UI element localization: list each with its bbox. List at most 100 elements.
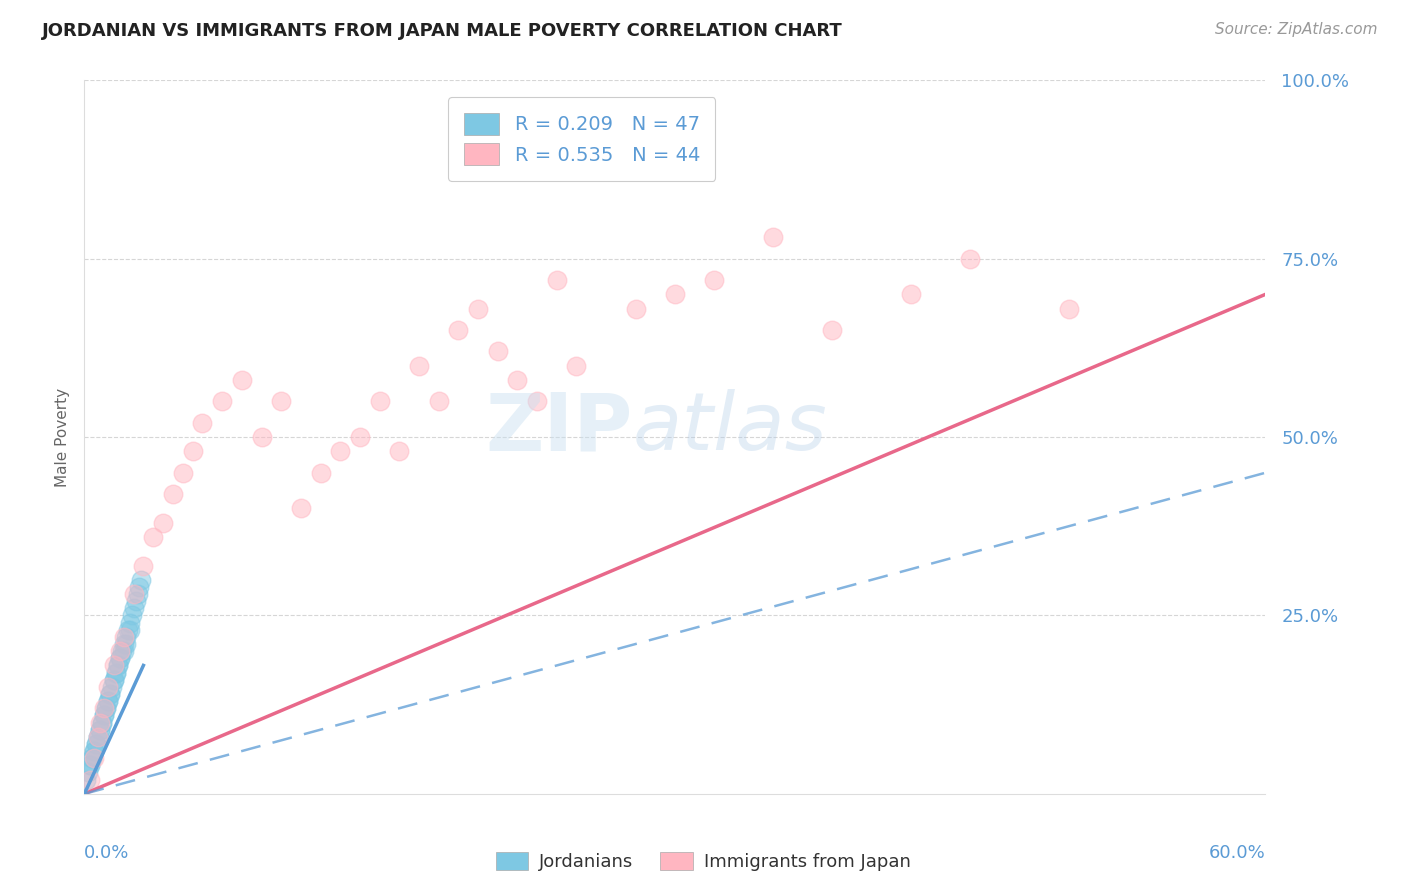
Point — [112, 637, 135, 651]
Point — [447, 323, 470, 337]
Point — [114, 637, 136, 651]
Point — [101, 680, 124, 694]
Point — [624, 301, 647, 316]
Text: atlas: atlas — [633, 389, 828, 467]
Point — [98, 687, 121, 701]
Point — [408, 359, 430, 373]
Point — [1057, 301, 1080, 316]
Point — [121, 608, 143, 623]
Point — [108, 651, 131, 665]
Point — [91, 715, 114, 730]
Point — [108, 644, 131, 658]
Point — [128, 580, 150, 594]
Point — [97, 694, 120, 708]
Point — [427, 394, 450, 409]
Point — [270, 394, 292, 409]
Point — [111, 644, 134, 658]
Point — [94, 701, 117, 715]
Point — [118, 623, 141, 637]
Y-axis label: Male Poverty: Male Poverty — [55, 387, 70, 487]
Point — [75, 772, 97, 787]
Point — [82, 751, 104, 765]
Point — [83, 751, 105, 765]
Text: 0.0%: 0.0% — [84, 844, 129, 862]
Point — [250, 430, 273, 444]
Point — [546, 273, 568, 287]
Point — [122, 587, 145, 601]
Point — [112, 630, 135, 644]
Point — [98, 687, 121, 701]
Point — [103, 673, 125, 687]
Point — [821, 323, 844, 337]
Point — [79, 772, 101, 787]
Point — [77, 765, 100, 780]
Point — [118, 615, 141, 630]
Point — [89, 715, 111, 730]
Point — [142, 530, 165, 544]
Point — [467, 301, 489, 316]
Point — [79, 758, 101, 772]
Point — [104, 665, 127, 680]
Point — [172, 466, 194, 480]
Point — [94, 701, 117, 715]
Point — [114, 630, 136, 644]
Point — [526, 394, 548, 409]
Point — [152, 516, 174, 530]
Point — [388, 444, 411, 458]
Point — [506, 373, 529, 387]
Point — [103, 658, 125, 673]
Point — [79, 758, 101, 772]
Point — [762, 230, 785, 244]
Point — [84, 737, 107, 751]
Point — [117, 623, 139, 637]
Point — [97, 680, 120, 694]
Text: 60.0%: 60.0% — [1209, 844, 1265, 862]
Point — [93, 708, 115, 723]
Point — [329, 444, 352, 458]
Legend: R = 0.209   N = 47, R = 0.535   N = 44: R = 0.209 N = 47, R = 0.535 N = 44 — [449, 97, 716, 181]
Point — [349, 430, 371, 444]
Point — [127, 587, 149, 601]
Point — [112, 644, 135, 658]
Point — [97, 694, 120, 708]
Point — [83, 744, 105, 758]
Point — [191, 416, 214, 430]
Point — [181, 444, 204, 458]
Point — [703, 273, 725, 287]
Point — [162, 487, 184, 501]
Point — [231, 373, 253, 387]
Point — [83, 744, 105, 758]
Point — [368, 394, 391, 409]
Point — [87, 730, 110, 744]
Point — [900, 287, 922, 301]
Text: ZIP: ZIP — [485, 389, 633, 467]
Text: JORDANIAN VS IMMIGRANTS FROM JAPAN MALE POVERTY CORRELATION CHART: JORDANIAN VS IMMIGRANTS FROM JAPAN MALE … — [42, 22, 844, 40]
Point — [309, 466, 332, 480]
Point — [486, 344, 509, 359]
Point — [211, 394, 233, 409]
Text: Source: ZipAtlas.com: Source: ZipAtlas.com — [1215, 22, 1378, 37]
Point — [87, 730, 110, 744]
Point — [107, 658, 129, 673]
Point — [664, 287, 686, 301]
Point — [93, 701, 115, 715]
Point — [124, 594, 146, 608]
Point — [290, 501, 312, 516]
Point — [89, 723, 111, 737]
Point — [131, 573, 153, 587]
Legend: Jordanians, Immigrants from Japan: Jordanians, Immigrants from Japan — [488, 845, 918, 879]
Point — [82, 751, 104, 765]
Point — [89, 723, 111, 737]
Point — [87, 730, 110, 744]
Point — [959, 252, 981, 266]
Point — [84, 737, 107, 751]
Point — [565, 359, 588, 373]
Point — [103, 673, 125, 687]
Point — [108, 651, 131, 665]
Point — [132, 558, 155, 573]
Point — [104, 665, 127, 680]
Point — [91, 715, 114, 730]
Point — [107, 658, 129, 673]
Point — [93, 708, 115, 723]
Point — [122, 601, 145, 615]
